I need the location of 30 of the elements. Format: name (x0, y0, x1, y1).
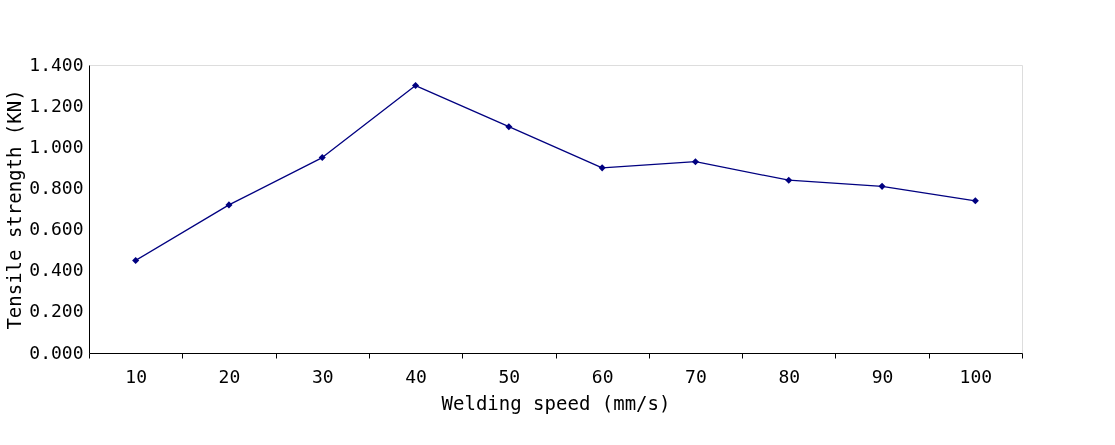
y-tick-label: 1.400 (29, 53, 84, 75)
x-tick-label: 100 (959, 365, 993, 387)
x-tick-label: 10 (125, 365, 147, 387)
y-tick-label: 0.600 (29, 218, 84, 240)
y-tick-label: 0.000 (29, 341, 84, 363)
y-tick-label: 1.000 (29, 135, 84, 157)
x-tick-label: 40 (405, 365, 427, 387)
point (225, 201, 233, 209)
point (971, 197, 979, 205)
y-tick-label: 1.200 (29, 94, 84, 116)
y-axis-title: Tensile strength (KN) (3, 89, 26, 330)
x-tick-label: 70 (685, 365, 707, 387)
x-tick-label: 60 (591, 365, 614, 387)
x-tick-label: 50 (498, 365, 521, 387)
point (878, 182, 886, 190)
x-tick-label: 20 (218, 365, 241, 387)
point (505, 123, 513, 131)
point (598, 164, 606, 172)
point (691, 158, 699, 166)
point (132, 256, 140, 264)
y-tick-label: 0.400 (29, 259, 84, 281)
x-tick-label: 90 (871, 365, 894, 387)
y-tick-label: 0.200 (29, 300, 84, 322)
x-axis-title: Welding speed (mm/s) (441, 391, 671, 414)
x-tick-label: 80 (778, 365, 801, 387)
point (412, 82, 420, 90)
x-tick-label: 30 (311, 365, 334, 387)
point (318, 154, 326, 162)
point (785, 176, 793, 184)
y-tick-label: 0.800 (29, 176, 84, 198)
